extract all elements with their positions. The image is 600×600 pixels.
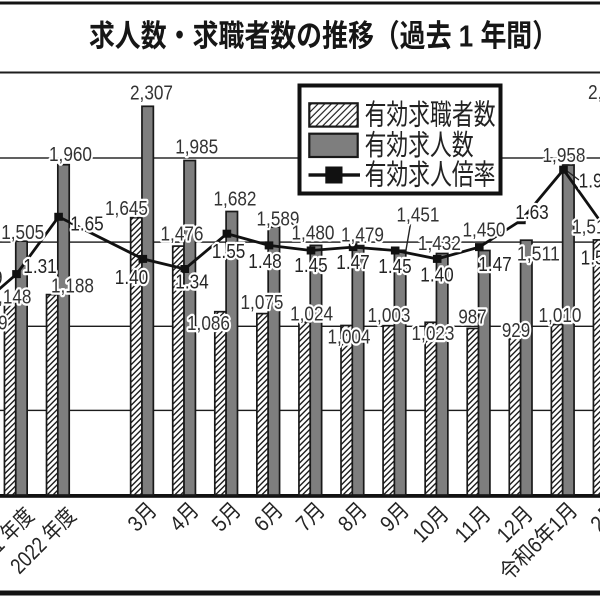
svg-text:1,188: 1,188 — [51, 275, 94, 298]
svg-text:2,0: 2,0 — [588, 81, 600, 104]
svg-text:1.63: 1.63 — [515, 201, 549, 224]
svg-text:1.40: 1.40 — [420, 264, 454, 287]
svg-text:1,451: 1,451 — [397, 204, 440, 227]
svg-text:987: 987 — [458, 306, 486, 329]
svg-text:有効求職者数: 有効求職者数 — [365, 100, 496, 132]
svg-text:1,003: 1,003 — [368, 304, 411, 327]
svg-text:1.93: 1.93 — [579, 170, 600, 193]
svg-text:1,513: 1,513 — [572, 216, 600, 239]
svg-text:1.55: 1.55 — [212, 240, 246, 263]
svg-text:1,432: 1,432 — [418, 232, 461, 255]
svg-text:1,682: 1,682 — [214, 188, 257, 211]
svg-text:1.47: 1.47 — [478, 253, 512, 276]
svg-text:1,450: 1,450 — [463, 219, 506, 242]
svg-text:1.40: 1.40 — [115, 266, 149, 289]
svg-text:1.58: 1.58 — [581, 247, 600, 270]
svg-text:1,645: 1,645 — [105, 197, 148, 220]
svg-text:1,075: 1,075 — [241, 291, 284, 314]
svg-text:1.48: 1.48 — [248, 250, 282, 273]
svg-text:1,511: 1,511 — [517, 243, 560, 266]
svg-text:1,476: 1,476 — [161, 223, 204, 246]
svg-text:1,024: 1,024 — [290, 303, 333, 326]
svg-text:1.31: 1.31 — [23, 255, 57, 278]
svg-text:1,958: 1,958 — [543, 144, 586, 167]
svg-text:1,004: 1,004 — [328, 326, 371, 349]
svg-text:1.45: 1.45 — [294, 254, 328, 277]
svg-text:1,010: 1,010 — [539, 304, 582, 327]
svg-text:2,307: 2,307 — [130, 82, 173, 105]
svg-text:9: 9 — [0, 312, 7, 335]
svg-text:1,480: 1,480 — [292, 222, 335, 245]
svg-text:9: 9 — [0, 267, 3, 290]
svg-text:1,505: 1,505 — [1, 221, 44, 244]
svg-text:1,589: 1,589 — [257, 208, 300, 231]
svg-text:1,479: 1,479 — [341, 224, 384, 247]
svg-text:有効求人数: 有効求人数 — [365, 130, 474, 162]
svg-text:1,148: 1,148 — [0, 286, 32, 309]
svg-text:1.65: 1.65 — [70, 213, 104, 236]
svg-text:1.45: 1.45 — [378, 255, 412, 278]
svg-text:1.47: 1.47 — [336, 251, 370, 274]
svg-text:1,086: 1,086 — [187, 312, 230, 335]
svg-text:1,985: 1,985 — [175, 136, 218, 159]
svg-text:929: 929 — [502, 319, 530, 342]
svg-text:有効求人倍率: 有効求人倍率 — [365, 160, 496, 192]
svg-text:1,960: 1,960 — [49, 143, 92, 166]
svg-text:1.34: 1.34 — [175, 271, 209, 294]
svg-text:1,023: 1,023 — [412, 322, 455, 345]
svg-text:求人数・求職者数の推移（過去 1 年間）: 求人数・求職者数の推移（過去 1 年間） — [89, 19, 558, 54]
